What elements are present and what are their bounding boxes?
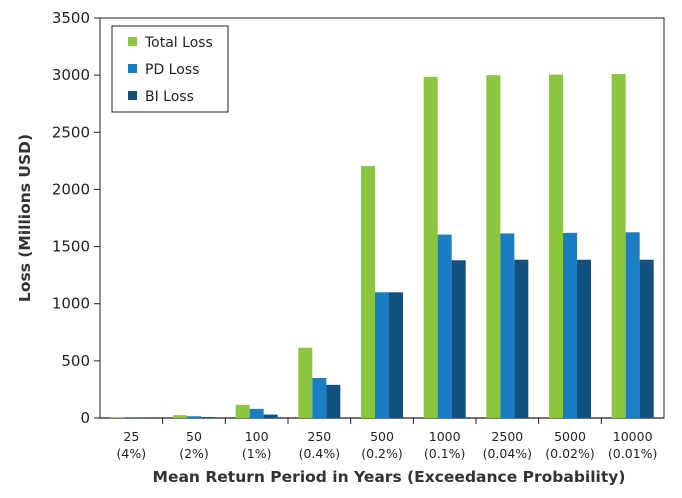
bar-pd-loss — [187, 416, 201, 418]
bar-pd-loss — [312, 378, 327, 418]
legend-label: PD Loss — [145, 62, 199, 78]
legend-label: Total Loss — [144, 35, 213, 51]
x-tick-sublabel: (1%) — [242, 446, 272, 461]
bar-pd-loss — [500, 233, 515, 418]
x-tick-label: 5000 — [554, 429, 586, 444]
bar-bi-loss — [639, 259, 654, 418]
bar-total-loss — [298, 347, 313, 418]
bar-pd-loss — [563, 232, 577, 418]
x-tick-label: 2500 — [491, 429, 523, 444]
x-tick-sublabel: (0.04%) — [483, 446, 532, 461]
bar-bi-loss — [263, 414, 278, 418]
legend-swatch — [128, 64, 137, 73]
y-axis-title: Loss (Millions USD) — [16, 134, 34, 302]
legend-swatch — [128, 91, 137, 100]
x-tick-sublabel: (0.2%) — [361, 446, 403, 461]
x-axis-title: Mean Return Period in Years (Exceedance … — [153, 468, 626, 486]
bar-bi-loss — [326, 384, 341, 418]
x-tick-label: 50 — [186, 429, 202, 444]
x-tick-sublabel: (0.4%) — [299, 446, 341, 461]
x-tick-label: 1000 — [429, 429, 461, 444]
bar-bi-loss — [389, 292, 403, 418]
legend-label: BI Loss — [145, 89, 194, 105]
bar-pd-loss — [375, 292, 389, 418]
bar-bi-loss — [201, 417, 215, 418]
bar-pd-loss — [625, 232, 640, 418]
bar-total-loss — [235, 404, 250, 418]
bar-bi-loss — [577, 259, 591, 418]
y-tick-label: 0 — [80, 409, 90, 427]
y-tick-label: 2000 — [52, 180, 90, 198]
x-axis — [100, 417, 664, 424]
bar-total-loss — [549, 74, 563, 419]
x-tick-label: 250 — [307, 429, 331, 444]
bar-bi-loss — [514, 259, 529, 418]
y-tick-label: 2500 — [52, 123, 90, 141]
x-tick-label: 500 — [370, 429, 394, 444]
x-tick-label: 100 — [245, 429, 269, 444]
x-tick-label: 10000 — [613, 429, 653, 444]
bar-total-loss — [611, 74, 626, 418]
bar-total-loss — [173, 415, 187, 418]
bar-pd-loss — [437, 234, 452, 418]
x-tick-sublabel: (0.1%) — [424, 446, 466, 461]
legend: Total Loss PD Loss BI Loss — [111, 25, 229, 113]
x-tick-label: 25 — [123, 429, 139, 444]
y-tick-label: 1500 — [52, 238, 90, 256]
x-tick-sublabel: (0.02%) — [545, 446, 594, 461]
legend-swatch — [128, 37, 137, 46]
bar-bi-loss — [451, 260, 466, 418]
y-tick-label: 500 — [61, 352, 90, 370]
bar-total-loss — [361, 166, 375, 418]
bar-total-loss — [423, 76, 438, 418]
bars-group — [110, 74, 654, 419]
y-tick-label: 3000 — [52, 66, 90, 84]
bar-total-loss — [486, 75, 501, 419]
x-tick-sublabel: (0.01%) — [608, 446, 657, 461]
category-labels: 25 (4%) 50 (2%) 100 (1%) 250 (0.4%) 500 (0.2%) 100… — [117, 429, 658, 461]
bar-total-loss — [110, 417, 125, 418]
x-tick-sublabel: (2%) — [179, 446, 209, 461]
y-tick-label: 1000 — [52, 295, 90, 313]
y-axis: 0 500 1000 1500 2000 2500 3000 3500 — [52, 9, 100, 427]
bar-pd-loss — [249, 408, 264, 418]
y-tick-label: 3500 — [52, 9, 90, 27]
x-tick-sublabel: (4%) — [117, 446, 147, 461]
